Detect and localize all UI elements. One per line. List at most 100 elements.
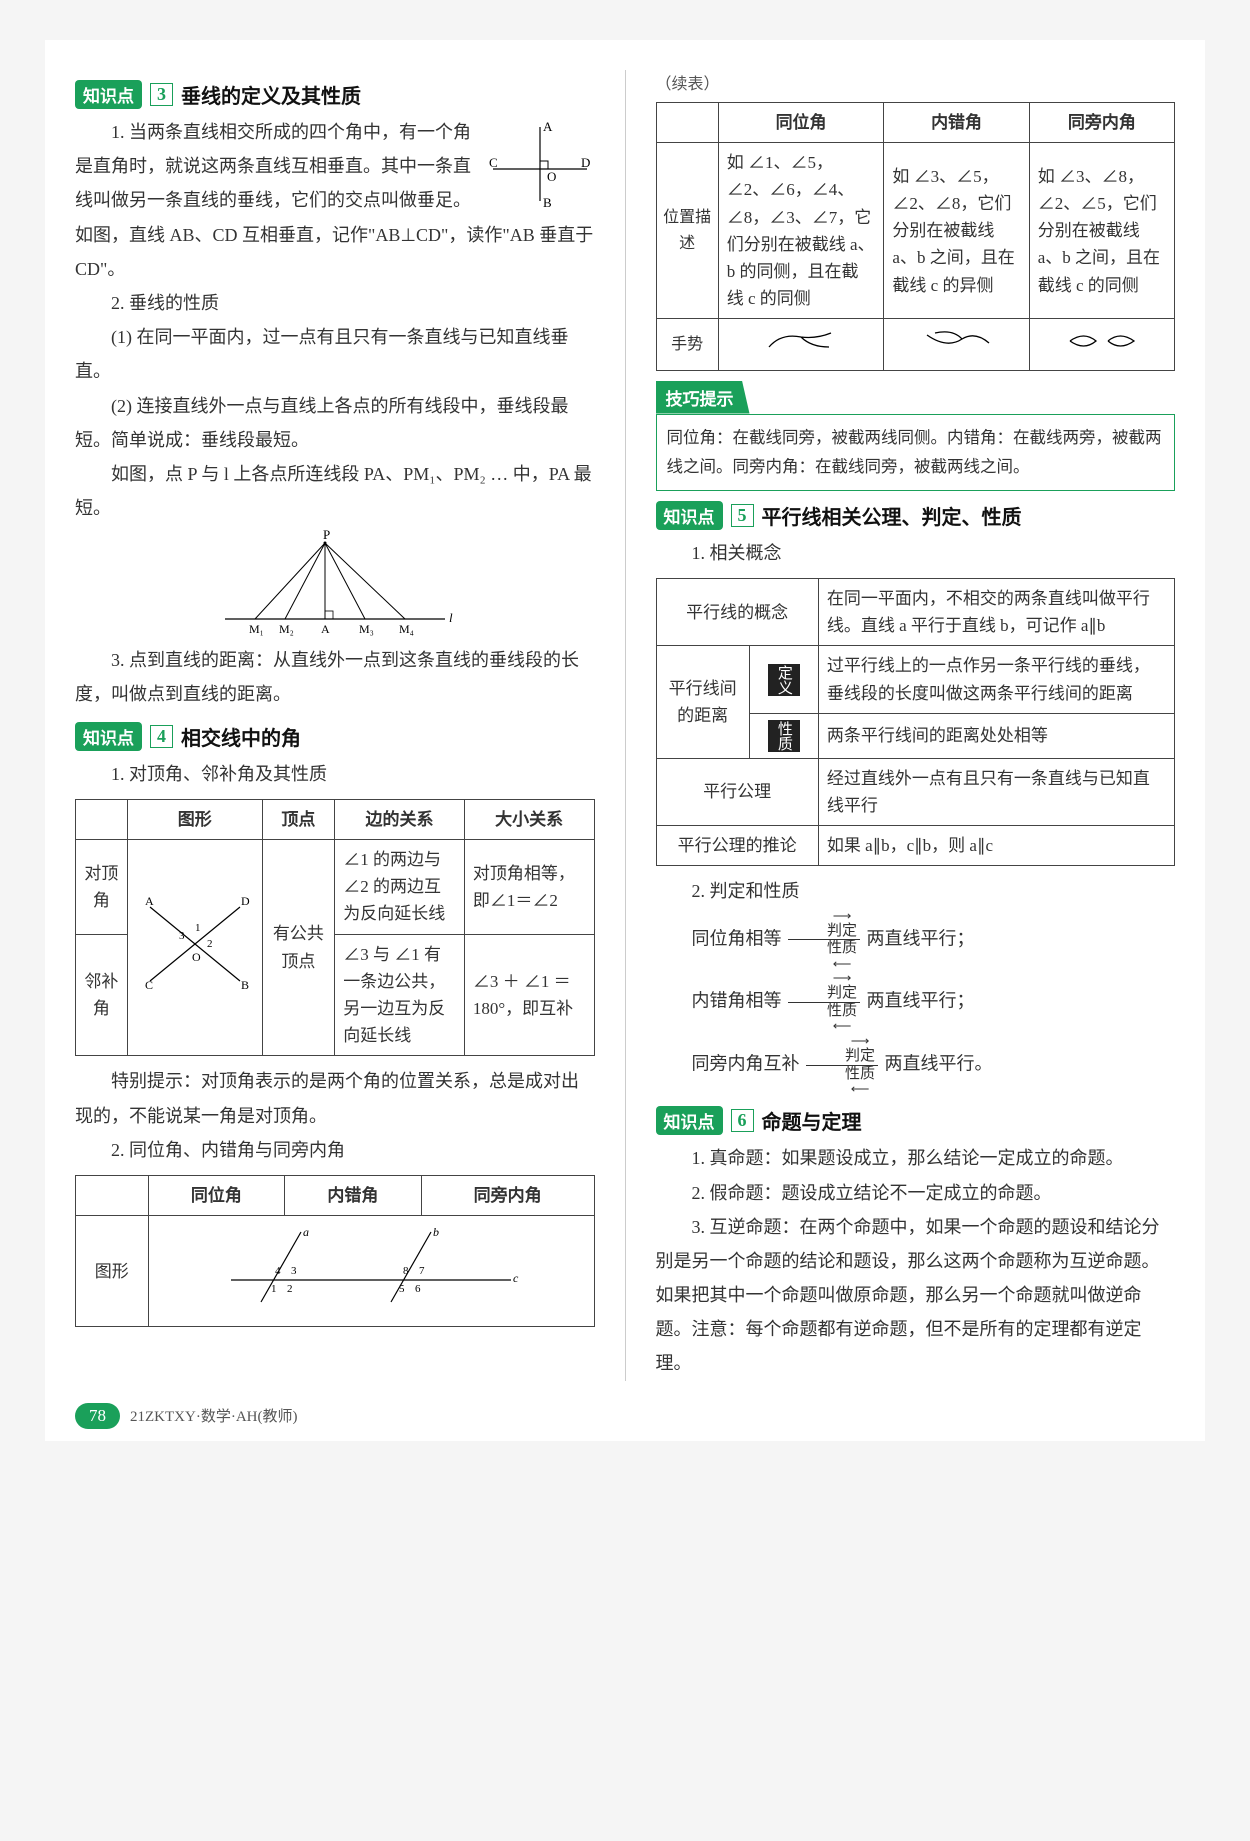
- kp3-p2c: 如图，点 P 与 l 上各点所连线段 PA、PM₁、PM₂ … 中，PA 最短。: [75, 457, 595, 525]
- line1-post: 两直线平行；: [867, 928, 975, 948]
- th-figure: 图形: [127, 799, 262, 839]
- svg-text:M₁: M₁: [249, 622, 264, 636]
- right-column: （续表） 同位角 内错角 同旁内角 位置描述 如 ∠1、∠5，∠2、∠6，∠4、…: [646, 70, 1176, 1381]
- line3-pre: 同旁内角互补: [692, 1053, 800, 1073]
- svg-text:3: 3: [179, 930, 185, 942]
- svg-text:l: l: [449, 610, 453, 625]
- frac-arrows-icon: ⟶ 判定 性质 ⟵: [788, 971, 860, 1034]
- perpendicular-figure: A B C D O: [485, 119, 595, 209]
- svg-text:A: A: [543, 119, 553, 134]
- th-side: 边的关系: [335, 799, 465, 839]
- cell-label-distance: 平行线间的距离: [656, 646, 749, 758]
- frac-arrows-icon: ⟶ 判定 性质 ⟵: [806, 1034, 878, 1097]
- footer-text: 21ZKTXY·数学·AH(教师): [130, 1405, 297, 1426]
- cell-side2: ∠3 与 ∠1 有一条边公共，另一边互为反向延长线: [335, 934, 465, 1056]
- svg-text:a: a: [303, 1225, 309, 1239]
- kp-number: 5: [731, 504, 754, 527]
- svg-text:4: 4: [275, 1265, 281, 1277]
- kp6-p2: 2. 假命题：题设成立结论不一定成立的命题。: [656, 1176, 1176, 1210]
- kp6-p1: 1. 真命题：如果题设成立，那么结论一定成立的命题。: [656, 1141, 1176, 1175]
- svg-text:M₃: M₃: [359, 622, 374, 636]
- kp5-line3: 同旁内角互补 ⟶ 判定 性质 ⟵ 两直线平行。: [656, 1034, 1176, 1097]
- kp-number: 6: [731, 1109, 754, 1132]
- svg-text:P: P: [323, 529, 330, 542]
- cell-rel2: ∠3 ＋ ∠1 ＝ 180°，即互补: [464, 934, 594, 1056]
- continued-label: （续表）: [656, 70, 1176, 94]
- svg-text:M₄: M₄: [399, 622, 414, 636]
- kp4-p2: 2. 同位角、内错角与同旁内角: [75, 1133, 595, 1167]
- tip-header: 技巧提示: [656, 381, 750, 414]
- cell-transversal-figure: a b c 1 2 3 4 5 6 7 8: [148, 1216, 594, 1327]
- kp4-special-note: 特别提示：对顶角表示的是两个角的位置关系，总是成对出现的，不能说某一角是对顶角。: [75, 1064, 595, 1132]
- kp-badge: 知识点: [656, 1106, 723, 1135]
- th-alternate: 内错角: [884, 103, 1029, 143]
- row-label-adjacent: 邻补角: [76, 934, 128, 1056]
- column-divider: [625, 70, 626, 1381]
- cell-pos1: 如 ∠1、∠5，∠2、∠6，∠4、∠8，∠3、∠7，它们分别在被截线 a、b 的…: [718, 143, 884, 319]
- cell-gesture2: [884, 319, 1029, 370]
- cell-concept: 在同一平面内，不相交的两条直线叫做平行线。直线 a 平行于直线 b，可记作 a∥…: [818, 579, 1174, 646]
- svg-text:B: B: [241, 978, 249, 992]
- svg-text:1: 1: [195, 922, 201, 934]
- kp3-p2: 2. 垂线的性质: [75, 286, 595, 320]
- cell-side1: ∠1 的两边与 ∠2 的两边互为反向延长线: [335, 840, 465, 935]
- cell-pos3: 如 ∠3、∠8，∠2、∠5，它们分别在被截线 a、b 之间，且在截线 c 的同侧: [1029, 143, 1174, 319]
- kp3-header: 知识点 3 垂线的定义及其性质: [75, 80, 595, 109]
- line1-pre: 同位角相等: [692, 928, 782, 948]
- kp6-p3: 3. 互逆命题：在两个命题中，如果一个命题的题设和结论分别是另一个命题的结论和题…: [656, 1210, 1176, 1381]
- angles-continued-table: 同位角 内错角 同旁内角 位置描述 如 ∠1、∠5，∠2、∠6，∠4、∠8，∠3…: [656, 102, 1176, 371]
- cell-distance-prop: 两条平行线间的距离处处相等: [818, 713, 1174, 758]
- tip-block: 技巧提示 同位角：在截线同旁，被截两线同侧。内错角：在截线两旁，被截两线之间。同…: [656, 381, 1176, 491]
- th-alternate: 内错角: [285, 1175, 422, 1215]
- svg-text:A: A: [321, 622, 330, 636]
- th-vertex: 顶点: [262, 799, 335, 839]
- kp5-p1: 1. 相关概念: [656, 536, 1176, 570]
- kp-title: 平行线相关公理、判定、性质: [762, 501, 1022, 530]
- svg-text:D: D: [581, 155, 590, 170]
- th-cointerior: 同旁内角: [1029, 103, 1174, 143]
- th-cointerior: 同旁内角: [421, 1175, 594, 1215]
- svg-text:2: 2: [287, 1283, 293, 1295]
- svg-text:A: A: [145, 894, 154, 908]
- kp5-header: 知识点 5 平行线相关公理、判定、性质: [656, 501, 1176, 530]
- svg-text:b: b: [433, 1225, 439, 1239]
- kp3-p2b: (2) 连接直线外一点与直线上各点的所有线段中，垂线段最短。简单说成：垂线段最短…: [75, 389, 595, 457]
- kp-title: 相交线中的角: [181, 722, 301, 751]
- svg-text:O: O: [547, 169, 556, 184]
- kp-badge: 知识点: [75, 722, 142, 751]
- svg-text:5: 5: [399, 1283, 405, 1295]
- cell-corollary: 如果 a∥b，c∥b，则 a∥c: [818, 826, 1174, 866]
- cell-gesture3: [1029, 319, 1174, 370]
- svg-text:D: D: [241, 894, 250, 908]
- svg-text:c: c: [513, 1271, 519, 1285]
- cell-label-concept: 平行线的概念: [656, 579, 818, 646]
- svg-text:3: 3: [291, 1265, 297, 1277]
- kp5-p2: 2. 判定和性质: [656, 874, 1176, 908]
- svg-text:B: B: [543, 195, 552, 209]
- th-corresponding: 同位角: [148, 1175, 285, 1215]
- line3-post: 两直线平行。: [885, 1053, 993, 1073]
- svg-text:8: 8: [403, 1265, 409, 1277]
- cell-rel1: 对顶角相等，即∠1＝∠2: [464, 840, 594, 935]
- cell-pos2: 如 ∠3、∠5，∠2、∠8，它们分别在被截线 a、b 之间，且在截线 c 的异侧: [884, 143, 1029, 319]
- kp-number: 4: [150, 725, 173, 748]
- svg-text:6: 6: [415, 1283, 421, 1295]
- parallel-concepts-table: 平行线的概念 在同一平面内，不相交的两条直线叫做平行线。直线 a 平行于直线 b…: [656, 578, 1176, 866]
- svg-text:2: 2: [207, 938, 213, 950]
- page: 知识点 3 垂线的定义及其性质 A B C D O 1. 当两条直线相交所成的四…: [45, 40, 1205, 1441]
- kp-title: 命题与定理: [762, 1106, 862, 1135]
- page-number: 78: [75, 1403, 120, 1429]
- kp6-header: 知识点 6 命题与定理: [656, 1106, 1176, 1135]
- row-gesture: 手势: [656, 319, 718, 370]
- line2-post: 两直线平行；: [867, 991, 975, 1011]
- kp-number: 3: [150, 83, 173, 106]
- shortest-segment-figure: l P M₁ M₂ A M₃ M₄: [205, 529, 465, 639]
- svg-text:7: 7: [419, 1265, 425, 1277]
- svg-text:1: 1: [271, 1283, 277, 1295]
- cell-shared-vertex: 有公共顶点: [262, 840, 335, 1056]
- cell-axiom: 经过直线外一点有且只有一条直线与已知直线平行: [818, 758, 1174, 825]
- kp3-p2a: (1) 在同一平面内，过一点有且只有一条直线与已知直线垂直。: [75, 320, 595, 388]
- tip-body: 同位角：在截线同旁，被截两线同侧。内错角：在截线两旁，被截两线之间。同旁内角：在…: [656, 414, 1176, 491]
- row-position: 位置描述: [656, 143, 718, 319]
- kp5-line1: 同位角相等 ⟶ 判定 性质 ⟵ 两直线平行；: [656, 909, 1176, 972]
